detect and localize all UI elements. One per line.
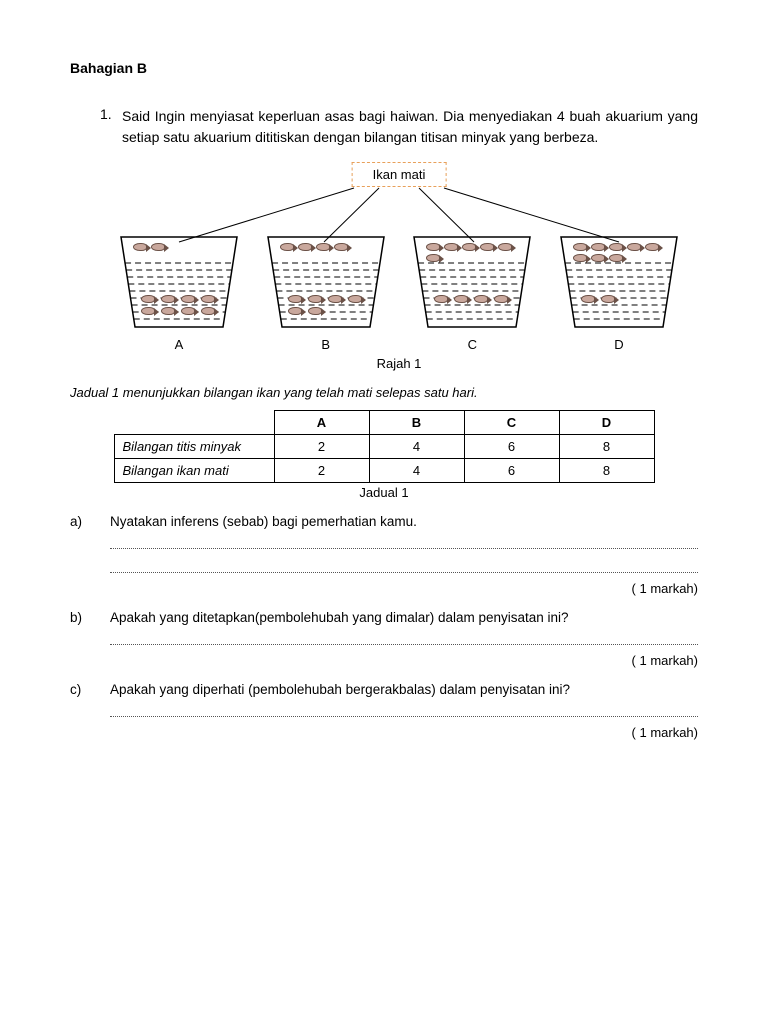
live-fish-icon [161,295,175,303]
sub-question-text: Apakah yang diperhati (pembolehubah berg… [110,682,698,697]
table-cell: 4 [369,435,464,459]
dead-fish-icon [316,243,330,251]
live-fish-icon [201,295,215,303]
aquarium [412,235,532,330]
table-col-header: B [369,411,464,435]
dead-fish-icon [280,243,294,251]
table-col-header: A [274,411,369,435]
dead-fish-icon [480,243,494,251]
table-header-row: A B C D [114,411,654,435]
dead-fish-icon [334,243,348,251]
sub-question-text: Apakah yang ditetapkan(pembolehubah yang… [110,610,698,625]
live-fish-icon [434,295,448,303]
live-fish-icon [181,295,195,303]
live-fish-icon [308,307,322,315]
live-fish-icon [181,307,195,315]
live-fish-icon [288,295,302,303]
dead-fish-icon [591,254,605,262]
callout-ikan-mati: Ikan mati [352,162,447,187]
marks-label: ( 1 markah) [110,725,698,740]
answer-line [110,629,698,645]
live-fish-icon [494,295,508,303]
dead-fish-icon [133,243,147,251]
answer-line [110,557,698,573]
aquarium-label: B [266,337,386,352]
aquarium-label: D [559,337,679,352]
aquarium-label: A [119,337,239,352]
dead-fish-icon [609,254,623,262]
dead-fish-icon [645,243,659,251]
dead-fish-icon [498,243,512,251]
answer-line [110,533,698,549]
table-row-label: Bilangan ikan mati [114,459,274,483]
question-number: 1. [100,106,122,148]
dead-fish-icon [573,254,587,262]
aquarium-label: C [412,337,532,352]
table-row: Bilangan titis minyak 2 4 6 8 [114,435,654,459]
dead-fish-icon [444,243,458,251]
diagram-caption: Rajah 1 [100,356,698,371]
table-cell: 6 [464,459,559,483]
table-cell: 2 [274,459,369,483]
sub-question: a)Nyatakan inferens (sebab) bagi pemerha… [70,514,698,529]
live-fish-icon [601,295,615,303]
table-intro: Jadual 1 menunjukkan bilangan ikan yang … [70,385,698,400]
live-fish-icon [308,295,322,303]
table-cell: 6 [464,435,559,459]
dead-fish-icon [573,243,587,251]
table-cell: 8 [559,435,654,459]
live-fish-icon [141,307,155,315]
dead-fish-icon [462,243,476,251]
question-text: Said Ingin menyiasat keperluan asas bagi… [122,106,698,148]
table-caption: Jadual 1 [70,485,698,500]
table-col-header: C [464,411,559,435]
table-cell: 4 [369,459,464,483]
aquarium [266,235,386,330]
sub-question: c)Apakah yang diperhati (pembolehubah be… [70,682,698,697]
table-cell: 2 [274,435,369,459]
dead-fish-icon [591,243,605,251]
aquarium [559,235,679,330]
dead-fish-icon [426,243,440,251]
live-fish-icon [474,295,488,303]
dead-fish-icon [426,254,440,262]
sub-question-label: b) [70,610,110,625]
marks-label: ( 1 markah) [110,653,698,668]
marks-label: ( 1 markah) [110,581,698,596]
table-col-header: D [559,411,654,435]
sub-question-text: Nyatakan inferens (sebab) bagi pemerhati… [110,514,698,529]
table-row: Bilangan ikan mati 2 4 6 8 [114,459,654,483]
data-table-jadual-1: A B C D Bilangan titis minyak 2 4 6 8 Bi… [114,410,655,483]
diagram-rajah-1: Ikan mati A B C D [119,162,679,352]
aquarium [119,235,239,330]
question-block: 1. Said Ingin menyiasat keperluan asas b… [70,106,698,371]
sub-question-label: a) [70,514,110,529]
table-blank-cell [114,411,274,435]
dead-fish-icon [298,243,312,251]
dead-fish-icon [151,243,165,251]
dead-fish-icon [609,243,623,251]
live-fish-icon [348,295,362,303]
live-fish-icon [454,295,468,303]
table-cell: 8 [559,459,654,483]
live-fish-icon [141,295,155,303]
live-fish-icon [201,307,215,315]
sub-question: b)Apakah yang ditetapkan(pembolehubah ya… [70,610,698,625]
live-fish-icon [161,307,175,315]
live-fish-icon [581,295,595,303]
live-fish-icon [288,307,302,315]
dead-fish-icon [627,243,641,251]
section-title: Bahagian B [70,60,698,76]
table-row-label: Bilangan titis minyak [114,435,274,459]
answer-line [110,701,698,717]
sub-question-label: c) [70,682,110,697]
live-fish-icon [328,295,342,303]
